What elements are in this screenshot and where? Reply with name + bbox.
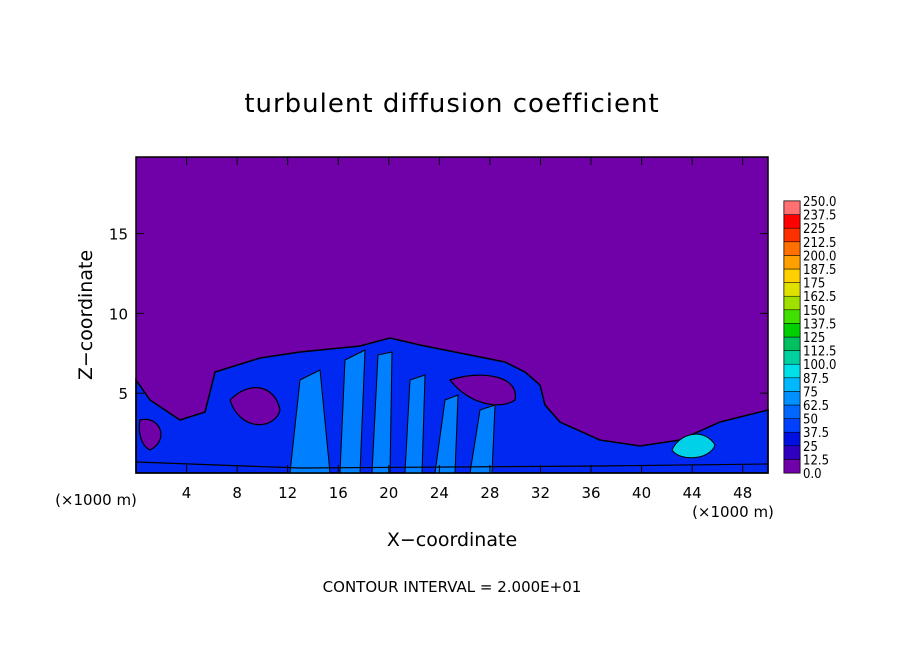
x-unit: (×1000 m)	[55, 491, 137, 509]
x-tick-label: 12	[278, 484, 297, 502]
chart-title: turbulent diffusion coefficient	[244, 89, 659, 119]
y-tick-label: 5	[118, 385, 128, 403]
colorbar-swatch	[783, 255, 801, 270]
x-tick-label: 8	[232, 484, 242, 502]
colorbar-label: 87.5	[803, 372, 829, 387]
colorbar-swatch	[783, 350, 801, 365]
colorbar-swatch	[783, 227, 801, 243]
colorbar-label: 0.0	[803, 467, 822, 482]
x-tick-label: 32	[531, 484, 550, 502]
colorbar-swatch	[783, 323, 801, 338]
x-unit-right: (×1000 m)	[692, 503, 774, 521]
colorbar-swatch	[783, 268, 801, 283]
colorbar-label: 62.5	[803, 399, 829, 414]
colorbar-label: 75	[803, 385, 818, 400]
colorbar-swatch	[783, 282, 801, 297]
colorbar-swatch	[783, 200, 801, 215]
colorbar-label: 212.5	[803, 236, 836, 251]
colorbar-swatch	[783, 214, 801, 229]
x-tick-label: 28	[480, 484, 499, 502]
y-tick-label: 15	[109, 226, 128, 244]
x-tick-label: 40	[632, 484, 651, 502]
colorbar-label: 237.5	[803, 209, 836, 224]
x-axis-label: X−coordinate	[387, 529, 517, 551]
field-streaks	[289, 349, 496, 474]
x-tick-label: 16	[329, 484, 348, 502]
colorbar-swatch	[783, 295, 801, 311]
footer: CONTOUR INTERVAL = 2.000E+01	[323, 578, 582, 596]
colorbar-label: 125	[803, 331, 825, 346]
colorbar-label: 137.5	[803, 317, 836, 332]
colorbar-label: 100.0	[803, 358, 836, 373]
field-hole	[138, 374, 516, 451]
x-tick-label: 24	[430, 484, 449, 502]
colorbar-label: 12.5	[803, 453, 829, 468]
colorbar-label: 112.5	[803, 345, 836, 360]
colorbar-label: 225	[803, 222, 825, 237]
x-tick-label: 4	[182, 484, 192, 502]
colorbar-label: 50	[803, 413, 818, 428]
colorbar-label: 250.0	[803, 195, 836, 210]
x-tick-label: 48	[733, 484, 752, 502]
x-tick-label: 36	[581, 484, 600, 502]
colorbar-label: 37.5	[803, 426, 829, 441]
field	[135, 157, 769, 474]
field-contour	[135, 461, 769, 469]
plot-frame	[135, 156, 769, 474]
colorbar-swatch	[783, 336, 801, 351]
x-tick-label: 20	[379, 484, 398, 502]
colorbar-swatch	[783, 404, 801, 419]
colorbar-swatch	[783, 363, 801, 379]
colorbar-swatch	[783, 431, 801, 447]
y-tick-label: 10	[109, 305, 128, 323]
colorbar-swatch	[783, 241, 801, 256]
colorbar-label: 175	[803, 277, 825, 292]
colorbar-label: 187.5	[803, 263, 836, 278]
colorbar-swatch	[783, 459, 801, 474]
y-axis-label: Z−coordinate	[75, 250, 97, 380]
colorbar-label: 200.0	[803, 249, 836, 264]
colorbar-swatch	[783, 309, 801, 324]
colorbar-swatch	[783, 445, 801, 460]
colorbar-label: 25	[803, 440, 818, 455]
colorbar-swatch	[783, 377, 801, 392]
field-patch	[671, 433, 716, 459]
x-tick-label: 44	[683, 484, 702, 502]
colorbar-label: 162.5	[803, 290, 836, 305]
colorbar-swatch	[783, 418, 801, 433]
colorbar-label: 150	[803, 304, 825, 319]
colorbar-swatch	[783, 391, 801, 406]
